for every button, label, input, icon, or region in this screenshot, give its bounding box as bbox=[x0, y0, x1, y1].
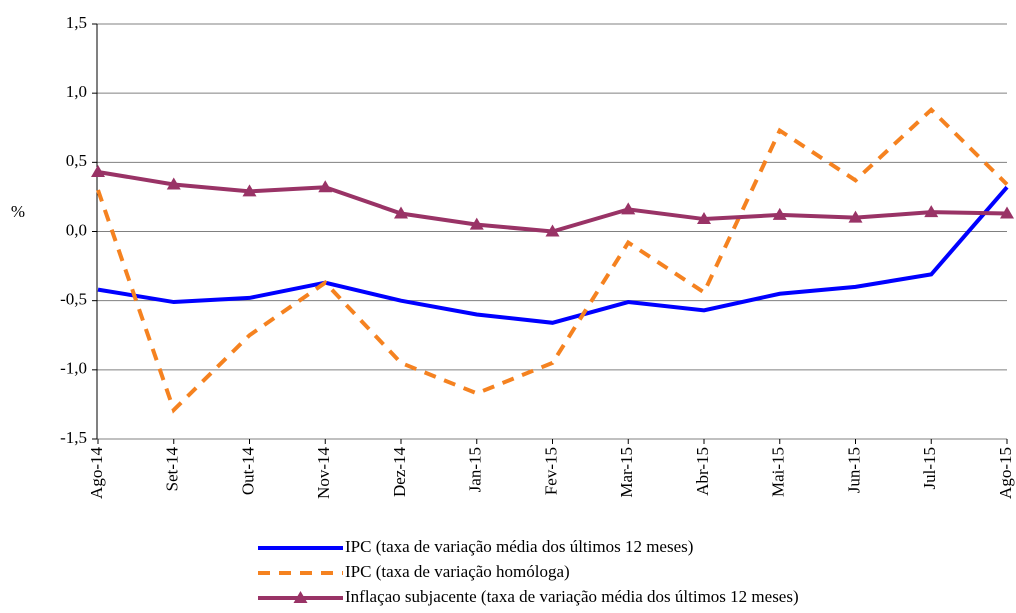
y-tick-label: -1,0 bbox=[60, 359, 87, 378]
y-tick-label: 0,0 bbox=[66, 220, 87, 239]
marker bbox=[621, 202, 636, 215]
x-tick-label: Abr-15 bbox=[693, 447, 712, 496]
x-tick-label: Mar-15 bbox=[617, 447, 636, 498]
marker bbox=[848, 210, 863, 223]
series-line bbox=[97, 185, 1009, 325]
legend-label: IPC (taxa de variação homóloga) bbox=[345, 562, 570, 581]
marker bbox=[394, 206, 408, 219]
marker bbox=[166, 177, 181, 190]
marker bbox=[91, 165, 105, 178]
legend-marker bbox=[293, 591, 308, 603]
x-tick-label: Ago-14 bbox=[87, 447, 106, 499]
marker bbox=[924, 205, 939, 218]
x-tick-label: Dez-14 bbox=[390, 447, 409, 498]
x-tick-label: Jul-15 bbox=[920, 447, 939, 490]
legend-label: Inflaçao subjacente (taxa de variação mé… bbox=[345, 587, 799, 606]
y-tick-label: -0,5 bbox=[60, 290, 87, 309]
x-tick-label: Set-14 bbox=[163, 447, 182, 492]
y-tick-label: -1,5 bbox=[60, 428, 87, 447]
marker bbox=[545, 224, 560, 237]
x-tick-label: Ago-15 bbox=[996, 447, 1015, 499]
x-tick-label: Fev-15 bbox=[541, 447, 560, 495]
y-axis-label: % bbox=[11, 202, 25, 221]
marker bbox=[242, 184, 257, 197]
marker bbox=[697, 212, 711, 225]
x-tick-label: Out-14 bbox=[238, 447, 257, 496]
marker bbox=[469, 217, 484, 230]
legend-label: IPC (taxa de variação média dos últimos … bbox=[345, 537, 693, 556]
series-line bbox=[97, 170, 1008, 234]
x-tick-label: Mai-15 bbox=[769, 447, 788, 497]
y-tick-label: 1,0 bbox=[66, 82, 87, 101]
x-tick-label: Nov-14 bbox=[314, 447, 333, 499]
marker bbox=[772, 207, 787, 220]
y-tick-label: 1,5 bbox=[66, 13, 87, 32]
series-line bbox=[96, 106, 1009, 414]
x-tick-label: Jan-15 bbox=[466, 447, 485, 492]
marker bbox=[318, 180, 333, 193]
y-tick-label: 0,5 bbox=[66, 151, 87, 170]
marker bbox=[1000, 206, 1014, 219]
x-tick-label: Jun-15 bbox=[844, 447, 863, 493]
